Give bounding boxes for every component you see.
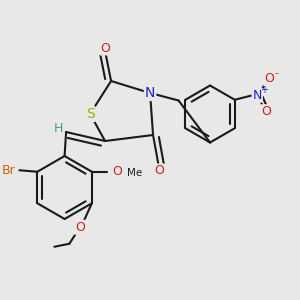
Text: O: O bbox=[112, 165, 122, 178]
Text: -: - bbox=[274, 68, 278, 78]
Text: O: O bbox=[264, 72, 274, 85]
Text: O: O bbox=[100, 41, 110, 55]
Text: N: N bbox=[145, 86, 155, 100]
Text: Br: Br bbox=[2, 164, 16, 177]
Text: S: S bbox=[86, 107, 94, 121]
Text: H: H bbox=[54, 122, 63, 136]
Text: Me: Me bbox=[127, 168, 142, 178]
Text: O: O bbox=[154, 164, 164, 178]
Text: N: N bbox=[253, 89, 262, 102]
Text: O: O bbox=[75, 221, 85, 234]
Text: +: + bbox=[260, 85, 268, 95]
Text: O: O bbox=[261, 105, 271, 118]
